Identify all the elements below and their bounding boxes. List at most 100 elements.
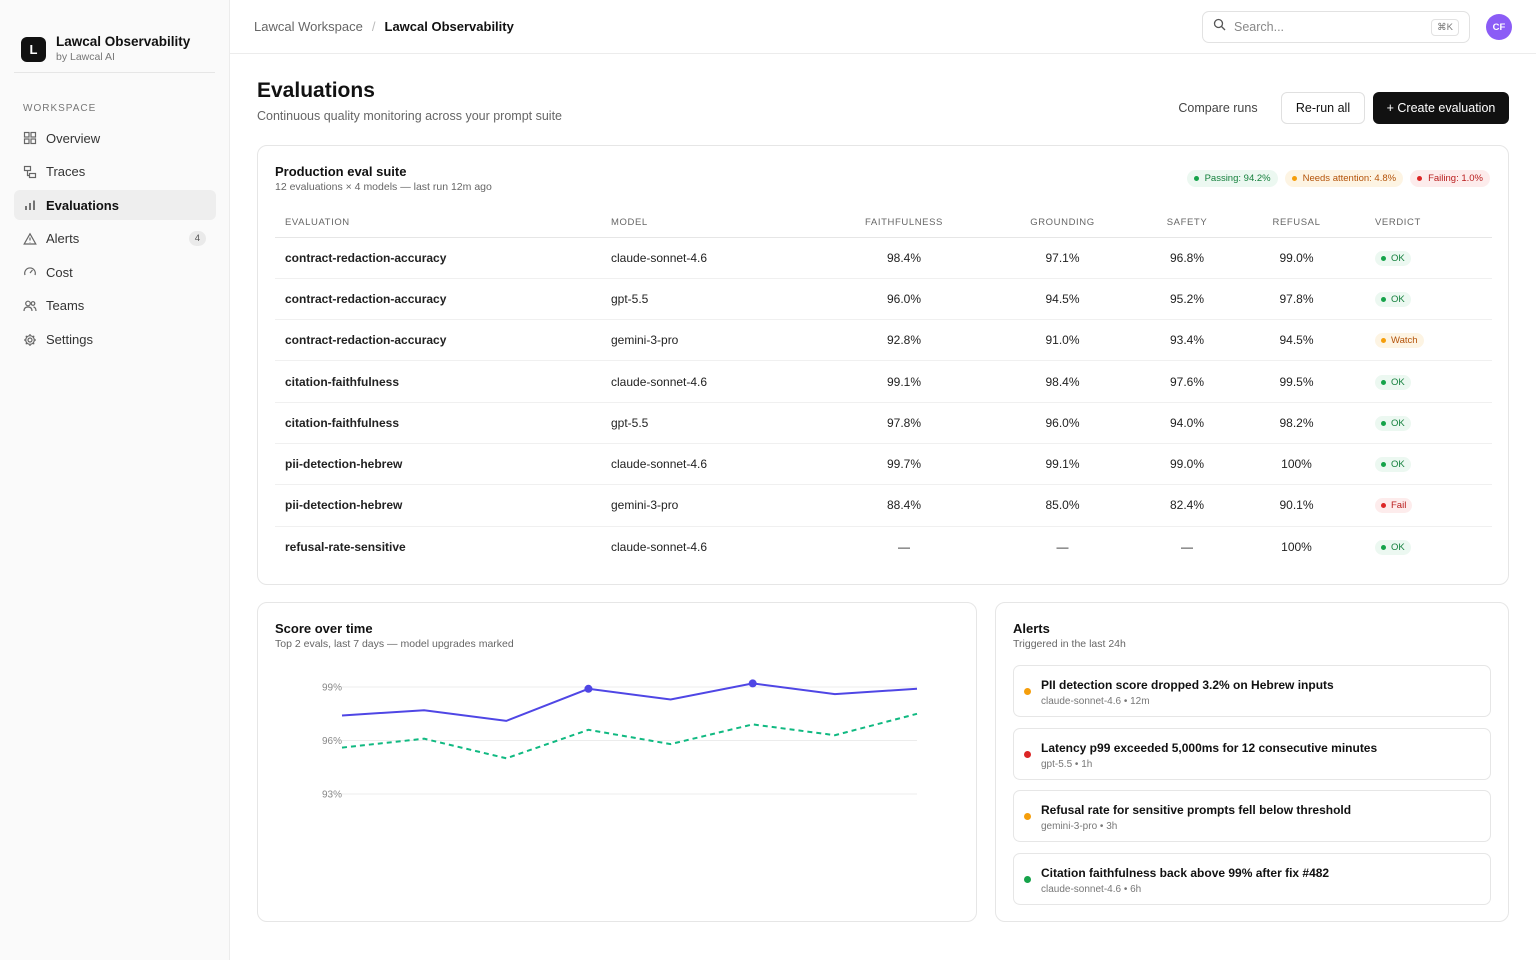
alerts-subtitle: Triggered in the last 24h: [1013, 638, 1126, 650]
refusal-value: 100%: [1228, 443, 1365, 486]
eval-name[interactable]: contract-redaction-accuracy: [275, 278, 611, 321]
table-row[interactable]: contract-redaction-accuracy claude-sonnet…: [275, 237, 1492, 279]
table-row[interactable]: pii-detection-hebrew claude-sonnet-4.6 99.…: [275, 443, 1492, 486]
sidebar-item-evaluations[interactable]: Evaluations: [14, 190, 216, 221]
upgrade-marker[interactable]: [748, 679, 757, 688]
breadcrumb-workspace[interactable]: Lawcal Workspace: [254, 19, 363, 34]
verdict-badge: OK: [1375, 374, 1411, 390]
eval-name[interactable]: pii-detection-hebrew: [275, 443, 611, 486]
brand-logo: L: [21, 36, 46, 62]
search-box[interactable]: ⌘K: [1202, 11, 1470, 43]
table-row[interactable]: refusal-rate-sensitive claude-sonnet-4.6 —…: [275, 526, 1492, 567]
table-row[interactable]: pii-detection-hebrew gemini-3-pro 88.4% 85.…: [275, 484, 1492, 527]
verdict-badge: Watch: [1375, 333, 1424, 349]
sidebar: L Lawcal Observability by Lawcal AI WORK…: [0, 0, 230, 960]
create-evaluation-button[interactable]: + Create evaluation: [1373, 92, 1509, 124]
faithfulness-value: —: [898, 539, 910, 554]
bar-chart-icon: [23, 198, 37, 212]
sidebar-item-traces[interactable]: Traces: [14, 157, 216, 187]
col-grounding[interactable]: GROUNDING: [979, 208, 1146, 238]
sidebar-item-settings[interactable]: Settings: [14, 325, 216, 355]
sidebar-item-label: Settings: [46, 332, 93, 348]
alert-title: Latency p99 exceeded 5,000ms for 12 cons…: [1041, 740, 1378, 755]
table-row[interactable]: citation-faithfulness gpt-5.5 97.8% 96.0% 94…: [275, 402, 1492, 444]
status-pills: Passing: 94.2% Needs attention: 4.8% Fai…: [1186, 170, 1490, 187]
faithfulness-value: 88.4%: [829, 484, 979, 527]
alert-title: Citation faithfulness back above 99% aft…: [1041, 865, 1330, 880]
verdict-badge: OK: [1375, 291, 1411, 307]
alert-item[interactable]: Latency p99 exceeded 5,000ms for 12 cons…: [1013, 727, 1491, 780]
verdict-cell: Watch: [1365, 319, 1492, 362]
gauge-icon: [23, 265, 37, 279]
col-safety[interactable]: SAFETY: [1146, 208, 1228, 238]
search-input[interactable]: [1234, 20, 1414, 34]
alert-item[interactable]: Citation faithfulness back above 99% aft…: [1013, 852, 1491, 905]
refusal-value: 97.8%: [1228, 278, 1365, 321]
model-name: claude-sonnet-4.6: [611, 443, 829, 486]
eval-name[interactable]: citation-faithfulness: [275, 402, 611, 444]
failing-pill: Failing: 1.0%: [1410, 170, 1490, 187]
brand[interactable]: L Lawcal Observability by Lawcal AI: [0, 0, 215, 72]
grounding-value: 96.0%: [979, 402, 1146, 444]
grounding-value: 85.0%: [979, 484, 1146, 527]
col-refusal[interactable]: REFUSAL: [1228, 208, 1365, 238]
verdict-label: OK: [1391, 459, 1405, 471]
sidebar-item-label: Teams: [46, 298, 85, 314]
status-dot: [1381, 296, 1386, 302]
suite-subtitle: 12 evaluations × 4 models — last run 12m…: [275, 181, 492, 193]
grounding-value: 98.4%: [979, 360, 1146, 403]
verdict-label: Fail: [1391, 500, 1407, 512]
score-chart-card: Score over time Top 2 evals, last 7 days…: [257, 602, 977, 922]
table-row[interactable]: contract-redaction-accuracy gpt-5.5 96.0% 9…: [275, 278, 1492, 321]
compare-runs-button[interactable]: Compare runs: [1165, 92, 1271, 124]
alert-item[interactable]: Refusal rate for sensitive prompts fell …: [1013, 790, 1491, 842]
verdict-cell: OK: [1365, 360, 1492, 403]
sidebar-item-label: Alerts: [46, 231, 80, 247]
verdict-badge: Fail: [1375, 498, 1413, 514]
eval-name[interactable]: contract-redaction-accuracy: [275, 319, 611, 362]
score-line-chart: 99% 96% 93%: [322, 679, 918, 801]
eval-name[interactable]: citation-faithfulness: [275, 360, 611, 403]
refusal-value: 90.1%: [1228, 484, 1365, 527]
rerun-all-button[interactable]: Re-run all: [1281, 92, 1365, 124]
verdict-label: OK: [1391, 541, 1405, 553]
alert-item[interactable]: PII detection score dropped 3.2% on Hebr…: [1013, 665, 1491, 717]
col-faithfulness[interactable]: FAITHFULNESS: [829, 208, 979, 238]
status-dot: [1381, 420, 1386, 426]
refusal-value: 99.0%: [1228, 237, 1365, 279]
grounding-value: 97.1%: [979, 237, 1146, 279]
sidebar-item-teams[interactable]: Teams: [14, 291, 216, 321]
verdict-label: Watch: [1391, 335, 1418, 347]
breadcrumb-current: Lawcal Observability: [384, 19, 514, 34]
status-dot: [1381, 379, 1386, 385]
table-row[interactable]: citation-faithfulness claude-sonnet-4.6 99…: [275, 360, 1492, 403]
gear-icon: [23, 333, 37, 347]
sidebar-item-alerts[interactable]: Alerts 4: [14, 224, 216, 254]
col-model[interactable]: MODEL: [611, 208, 829, 238]
table-row[interactable]: contract-redaction-accuracy gemini-3-pro 9…: [275, 319, 1492, 362]
avatar[interactable]: CF: [1486, 14, 1512, 40]
eval-name[interactable]: pii-detection-hebrew: [275, 484, 611, 527]
eval-name[interactable]: contract-redaction-accuracy: [275, 237, 611, 279]
grounding-value: 91.0%: [979, 319, 1146, 362]
topbar: Lawcal Workspace / Lawcal Observability …: [230, 0, 1536, 54]
model-name: gemini-3-pro: [611, 319, 829, 362]
sidebar-item-cost[interactable]: Cost: [14, 257, 216, 287]
verdict-badge: OK: [1375, 539, 1411, 555]
pill-label: Failing: 1.0%: [1428, 173, 1483, 184]
col-evaluation[interactable]: EVALUATION: [275, 208, 611, 238]
users-icon: [23, 299, 37, 313]
upgrade-marker[interactable]: [584, 684, 593, 693]
y-tick-label: 99%: [322, 683, 342, 694]
alert-severity-dot: [1024, 875, 1031, 883]
col-verdict[interactable]: VERDICT: [1365, 208, 1492, 238]
alert-severity-dot: [1024, 750, 1031, 758]
sidebar-item-label: Evaluations: [46, 197, 119, 213]
sidebar-item-overview[interactable]: Overview: [14, 123, 216, 153]
verdict-badge: OK: [1375, 415, 1411, 431]
eval-name[interactable]: refusal-rate-sensitive: [285, 539, 406, 554]
refusal-value: 94.5%: [1228, 319, 1365, 362]
verdict-cell: OK: [1365, 278, 1492, 321]
sidebar-item-label: Overview: [46, 130, 101, 146]
alert-title: PII detection score dropped 3.2% on Hebr…: [1041, 678, 1334, 692]
